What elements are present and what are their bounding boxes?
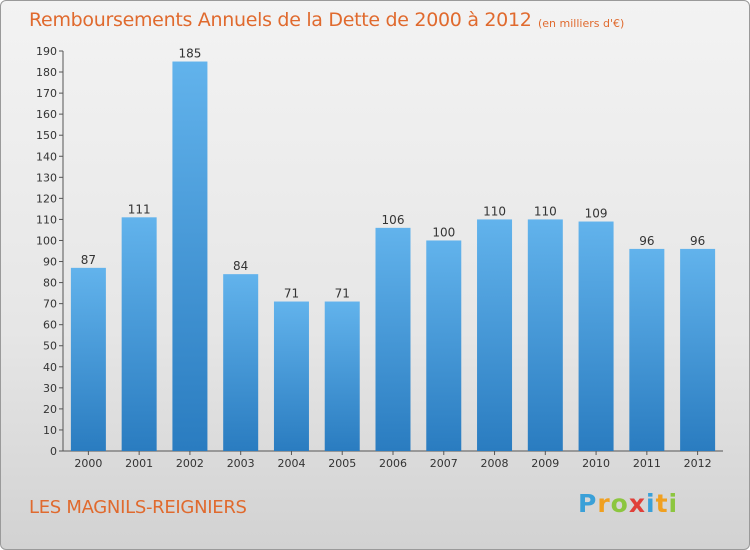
x-tick-label: 2010 [582,457,610,470]
bar-value-label: 109 [585,207,608,221]
y-tick-label: 20 [43,403,57,416]
chart-unit-label: (en milliers d'€) [538,17,625,30]
bar-2012 [680,248,716,451]
y-tick-label: 0 [50,445,57,458]
y-tick-label: 180 [36,66,57,79]
logo-letter: r [597,489,611,518]
y-tick-label: 90 [43,256,57,269]
bar-2008 [477,219,513,451]
x-tick-label: 2008 [481,457,509,470]
bar-2001 [121,217,157,451]
x-tick-label: 2009 [531,457,559,470]
logo-letter: t [655,489,669,518]
bar-2003 [223,274,259,451]
x-tick-label: 2005 [328,457,356,470]
bar-2007 [426,240,462,451]
y-tick-label: 70 [43,298,57,311]
y-tick-label: 100 [36,234,57,247]
bar-value-label: 110 [534,204,557,218]
logo-letter: i [646,489,656,518]
bar-2011 [629,248,665,451]
y-tick-label: 60 [43,319,57,332]
y-tick-label: 150 [36,129,57,142]
bar-value-label: 110 [483,204,506,218]
bar-value-label: 96 [639,234,654,248]
bar-2006 [375,227,411,451]
logo-letter: x [628,489,646,518]
bar-value-label: 71 [335,287,350,301]
logo-letter: P [578,489,598,518]
y-tick-label: 110 [36,213,57,226]
y-tick-label: 30 [43,382,57,395]
y-tick-label: 170 [36,87,57,100]
bar-value-label: 96 [690,234,705,248]
bar-value-label: 100 [432,225,455,239]
y-tick-label: 50 [43,340,57,353]
y-tick-label: 120 [36,192,57,205]
y-tick-label: 130 [36,171,57,184]
x-tick-label: 2002 [176,457,204,470]
x-tick-label: 2007 [430,457,458,470]
x-tick-label: 2006 [379,457,407,470]
bar-value-label: 87 [81,253,96,267]
x-tick-label: 2000 [74,457,102,470]
chart-title: Remboursements Annuels de la Dette de 20… [29,9,532,31]
bar-value-label: 71 [284,287,299,301]
x-tick-label: 2011 [633,457,661,470]
y-tick-label: 140 [36,150,57,163]
commune-name: LES MAGNILS-REIGNIERS [29,497,247,518]
x-tick-label: 2001 [125,457,153,470]
x-tick-label: 2012 [684,457,712,470]
bar-value-label: 106 [382,213,405,227]
proxiti-logo: Proxiti [578,489,678,518]
bar-2002 [172,61,208,452]
bar-value-label: 185 [178,47,201,61]
logo-letter: o [610,489,629,518]
bar-value-label: 84 [233,259,248,273]
y-tick-label: 160 [36,108,57,121]
x-tick-label: 2004 [277,457,305,470]
x-tick-label: 2003 [227,457,255,470]
bar-2005 [324,301,360,451]
bar-value-label: 111 [128,202,151,216]
y-tick-label: 10 [43,424,57,437]
bar-2004 [273,301,309,451]
y-tick-label: 190 [36,45,57,58]
y-tick-label: 80 [43,277,57,290]
bar-2009 [527,219,563,451]
bar-2000 [70,267,106,451]
y-tick-label: 40 [43,361,57,374]
logo-letter: i [668,489,679,518]
bar-2010 [578,221,614,451]
